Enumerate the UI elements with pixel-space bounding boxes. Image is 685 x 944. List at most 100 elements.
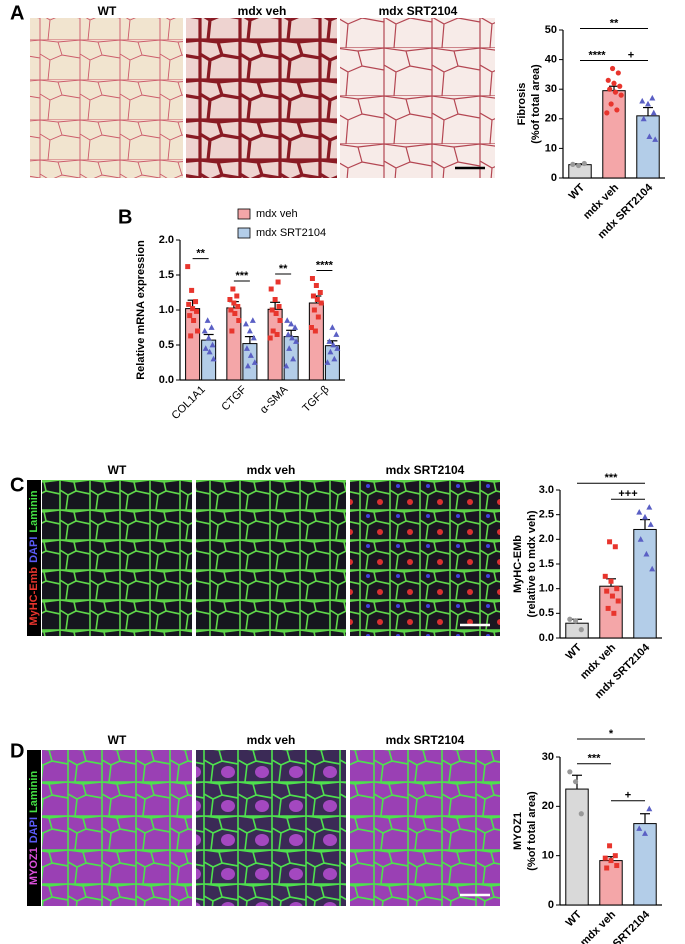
data-point: [230, 286, 236, 292]
y-tick-label: 10: [542, 850, 554, 862]
data-point: [188, 333, 194, 339]
data-point: [235, 304, 241, 309]
x-tick-label: CTGF: [219, 384, 249, 414]
stain-name: Laminin: [28, 490, 40, 532]
data-point: [290, 355, 297, 362]
image-d-wt: [42, 750, 192, 906]
y-tick-label: 1.5: [539, 558, 554, 570]
significance-label: +: [628, 49, 634, 61]
data-point: [636, 825, 643, 831]
data-point: [643, 550, 650, 557]
data-point: [206, 348, 213, 355]
data-point: [242, 320, 249, 327]
data-point: [194, 308, 200, 314]
stain-name: MyHC-Emb: [28, 567, 40, 626]
chart: 0.0 0.5 1.0 1.5 2.0 Relative mRNA expression *…: [135, 208, 345, 422]
column-title: WT: [108, 463, 127, 477]
data-point: [209, 341, 216, 348]
data-point: [649, 565, 656, 572]
data-point: [247, 352, 254, 358]
x-tick-label: COL1A1: [169, 384, 207, 422]
data-point: [326, 338, 333, 344]
data-point: [611, 80, 617, 86]
data-point: [249, 317, 256, 323]
panel-letter: B: [118, 206, 132, 228]
data-point: [269, 307, 275, 313]
data-point: [289, 334, 296, 341]
stain-label: MYOZ1 DAPI Laminin: [28, 771, 40, 886]
data-point: [286, 345, 293, 351]
data-point: [317, 290, 323, 295]
data-point: [273, 311, 279, 316]
y-tick-label: 1.5: [159, 269, 174, 281]
significance-label: ****: [316, 259, 334, 271]
data-point: [268, 286, 274, 292]
data-point: [614, 586, 620, 592]
data-point: [331, 355, 338, 362]
significance-label: ***: [235, 270, 249, 282]
bar: [565, 788, 589, 906]
data-point: [201, 327, 208, 334]
stain-name: MYOZ1: [28, 847, 40, 885]
data-point: [608, 578, 614, 584]
x-tick-label: WT: [564, 908, 585, 929]
x-tick-label: TGF-β: [300, 384, 331, 415]
data-point: [195, 328, 201, 334]
y-tick-label: 0.5: [159, 339, 174, 351]
y-tick-label: 0.5: [539, 607, 554, 619]
image-d-mdx-veh: [196, 750, 346, 906]
data-point: [284, 317, 291, 323]
legend-swatch: [237, 227, 251, 239]
column-title: mdx veh: [247, 463, 296, 477]
data-point: [314, 297, 320, 302]
data-point: [609, 593, 615, 599]
stain-label: MyHC-Emb DAPI Laminin: [28, 490, 40, 625]
data-point: [609, 65, 616, 72]
image-d-mdx-srt2104: [350, 750, 500, 906]
y-axis-label: (relative to mdx veh): [526, 510, 538, 617]
data-point: [615, 598, 621, 604]
data-point: [267, 335, 273, 341]
data-point: [202, 345, 209, 351]
image-a-mdx-veh: [186, 18, 337, 178]
data-point: [311, 307, 317, 313]
data-point: [324, 359, 331, 365]
y-tick-label: 2.0: [539, 533, 554, 545]
data-point: [333, 331, 340, 337]
data-point: [251, 359, 258, 365]
data-point: [652, 136, 659, 142]
column-title: mdx veh: [238, 4, 287, 18]
data-point: [246, 327, 253, 334]
data-point: [614, 863, 620, 869]
legend-label: mdx veh: [256, 208, 298, 220]
y-tick-label: 30: [545, 83, 557, 95]
data-point: [570, 161, 576, 167]
data-point: [283, 362, 290, 369]
x-tick-label: WT: [564, 641, 585, 662]
y-axis-label: (%of total area): [530, 64, 542, 144]
data-point: [234, 293, 240, 299]
data-point: [288, 320, 295, 327]
column-title: WT: [98, 4, 117, 18]
data-point: [607, 539, 613, 545]
bar: [565, 622, 589, 639]
x-tick-label: WT: [567, 181, 588, 202]
data-point: [285, 331, 292, 337]
y-tick-label: 10: [545, 142, 557, 154]
panel-letter: D: [10, 740, 24, 762]
data-point: [292, 324, 299, 330]
data-point: [604, 588, 610, 594]
data-point: [572, 779, 579, 785]
y-tick-label: 40: [545, 54, 557, 66]
data-point: [250, 334, 257, 341]
data-point: [602, 855, 608, 861]
stain-name: DAPI: [28, 537, 40, 563]
data-point: [270, 328, 276, 334]
data-point: [649, 94, 656, 101]
y-tick-label: 2.0: [159, 234, 174, 246]
data-point: [228, 307, 234, 313]
x-tick-label: α-SMA: [258, 383, 291, 416]
y-tick-label: 0: [551, 172, 557, 184]
y-axis-label: MYOZ1: [512, 812, 524, 850]
